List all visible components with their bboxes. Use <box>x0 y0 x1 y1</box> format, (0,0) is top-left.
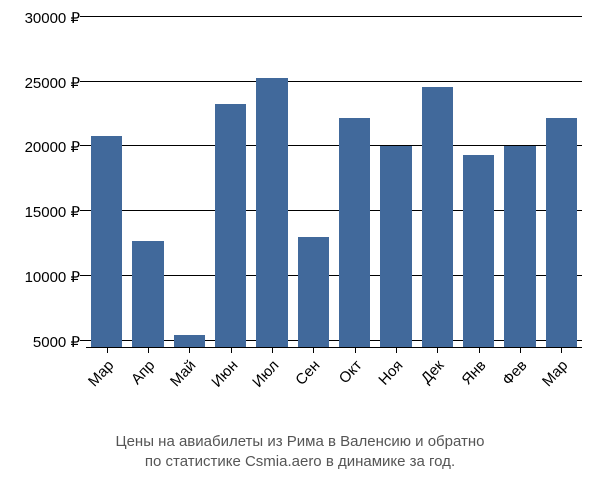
bar <box>298 237 329 347</box>
bar <box>504 146 535 347</box>
bar-slot: Янв <box>458 18 499 347</box>
bar <box>339 118 370 347</box>
bar-slot: Ноя <box>375 18 416 347</box>
plot-area: МарАпрМайИюнИюлСенОктНояДекЯнвФевМар <box>86 18 582 348</box>
bar <box>91 136 122 347</box>
bar-slot: Июн <box>210 18 251 347</box>
y-tick <box>80 16 86 17</box>
bar-slot: Май <box>169 18 210 347</box>
bar-slot: Окт <box>334 18 375 347</box>
y-axis-label: 5000 ₽ <box>33 333 80 351</box>
bar-slot: Мар <box>86 18 127 347</box>
bar-slot: Апр <box>127 18 168 347</box>
x-tick <box>107 347 108 353</box>
price-chart: МарАпрМайИюнИюлСенОктНояДекЯнвФевМар 500… <box>0 0 600 500</box>
bar-slot: Фев <box>499 18 540 347</box>
y-axis-label: 25000 ₽ <box>25 74 80 92</box>
x-tick <box>231 347 232 353</box>
bar-slot: Мар <box>541 18 582 347</box>
bar <box>463 155 494 347</box>
y-axis-label: 10000 ₽ <box>25 268 80 286</box>
x-tick <box>355 347 356 353</box>
bar <box>215 104 246 347</box>
y-axis-label: 15000 ₽ <box>25 203 80 221</box>
bar-slot: Сен <box>293 18 334 347</box>
bar <box>546 118 577 347</box>
bar-slot: Дек <box>417 18 458 347</box>
caption-line-2: по статистике Csmia.aero в динамике за г… <box>145 453 455 470</box>
x-tick <box>479 347 480 353</box>
bars-container: МарАпрМайИюнИюлСенОктНояДекЯнвФевМар <box>86 18 582 347</box>
bar <box>132 241 163 347</box>
bar <box>380 146 411 347</box>
bar-slot: Июл <box>251 18 292 347</box>
y-axis-label: 30000 ₽ <box>25 9 80 27</box>
bar <box>256 78 287 347</box>
y-axis-label: 20000 ₽ <box>25 138 80 156</box>
grid-line <box>86 16 582 17</box>
chart-caption: Цены на авиабилеты из Рима в Валенсию и … <box>0 432 600 473</box>
bar <box>422 87 453 347</box>
caption-line-1: Цены на авиабилеты из Рима в Валенсию и … <box>115 433 484 450</box>
